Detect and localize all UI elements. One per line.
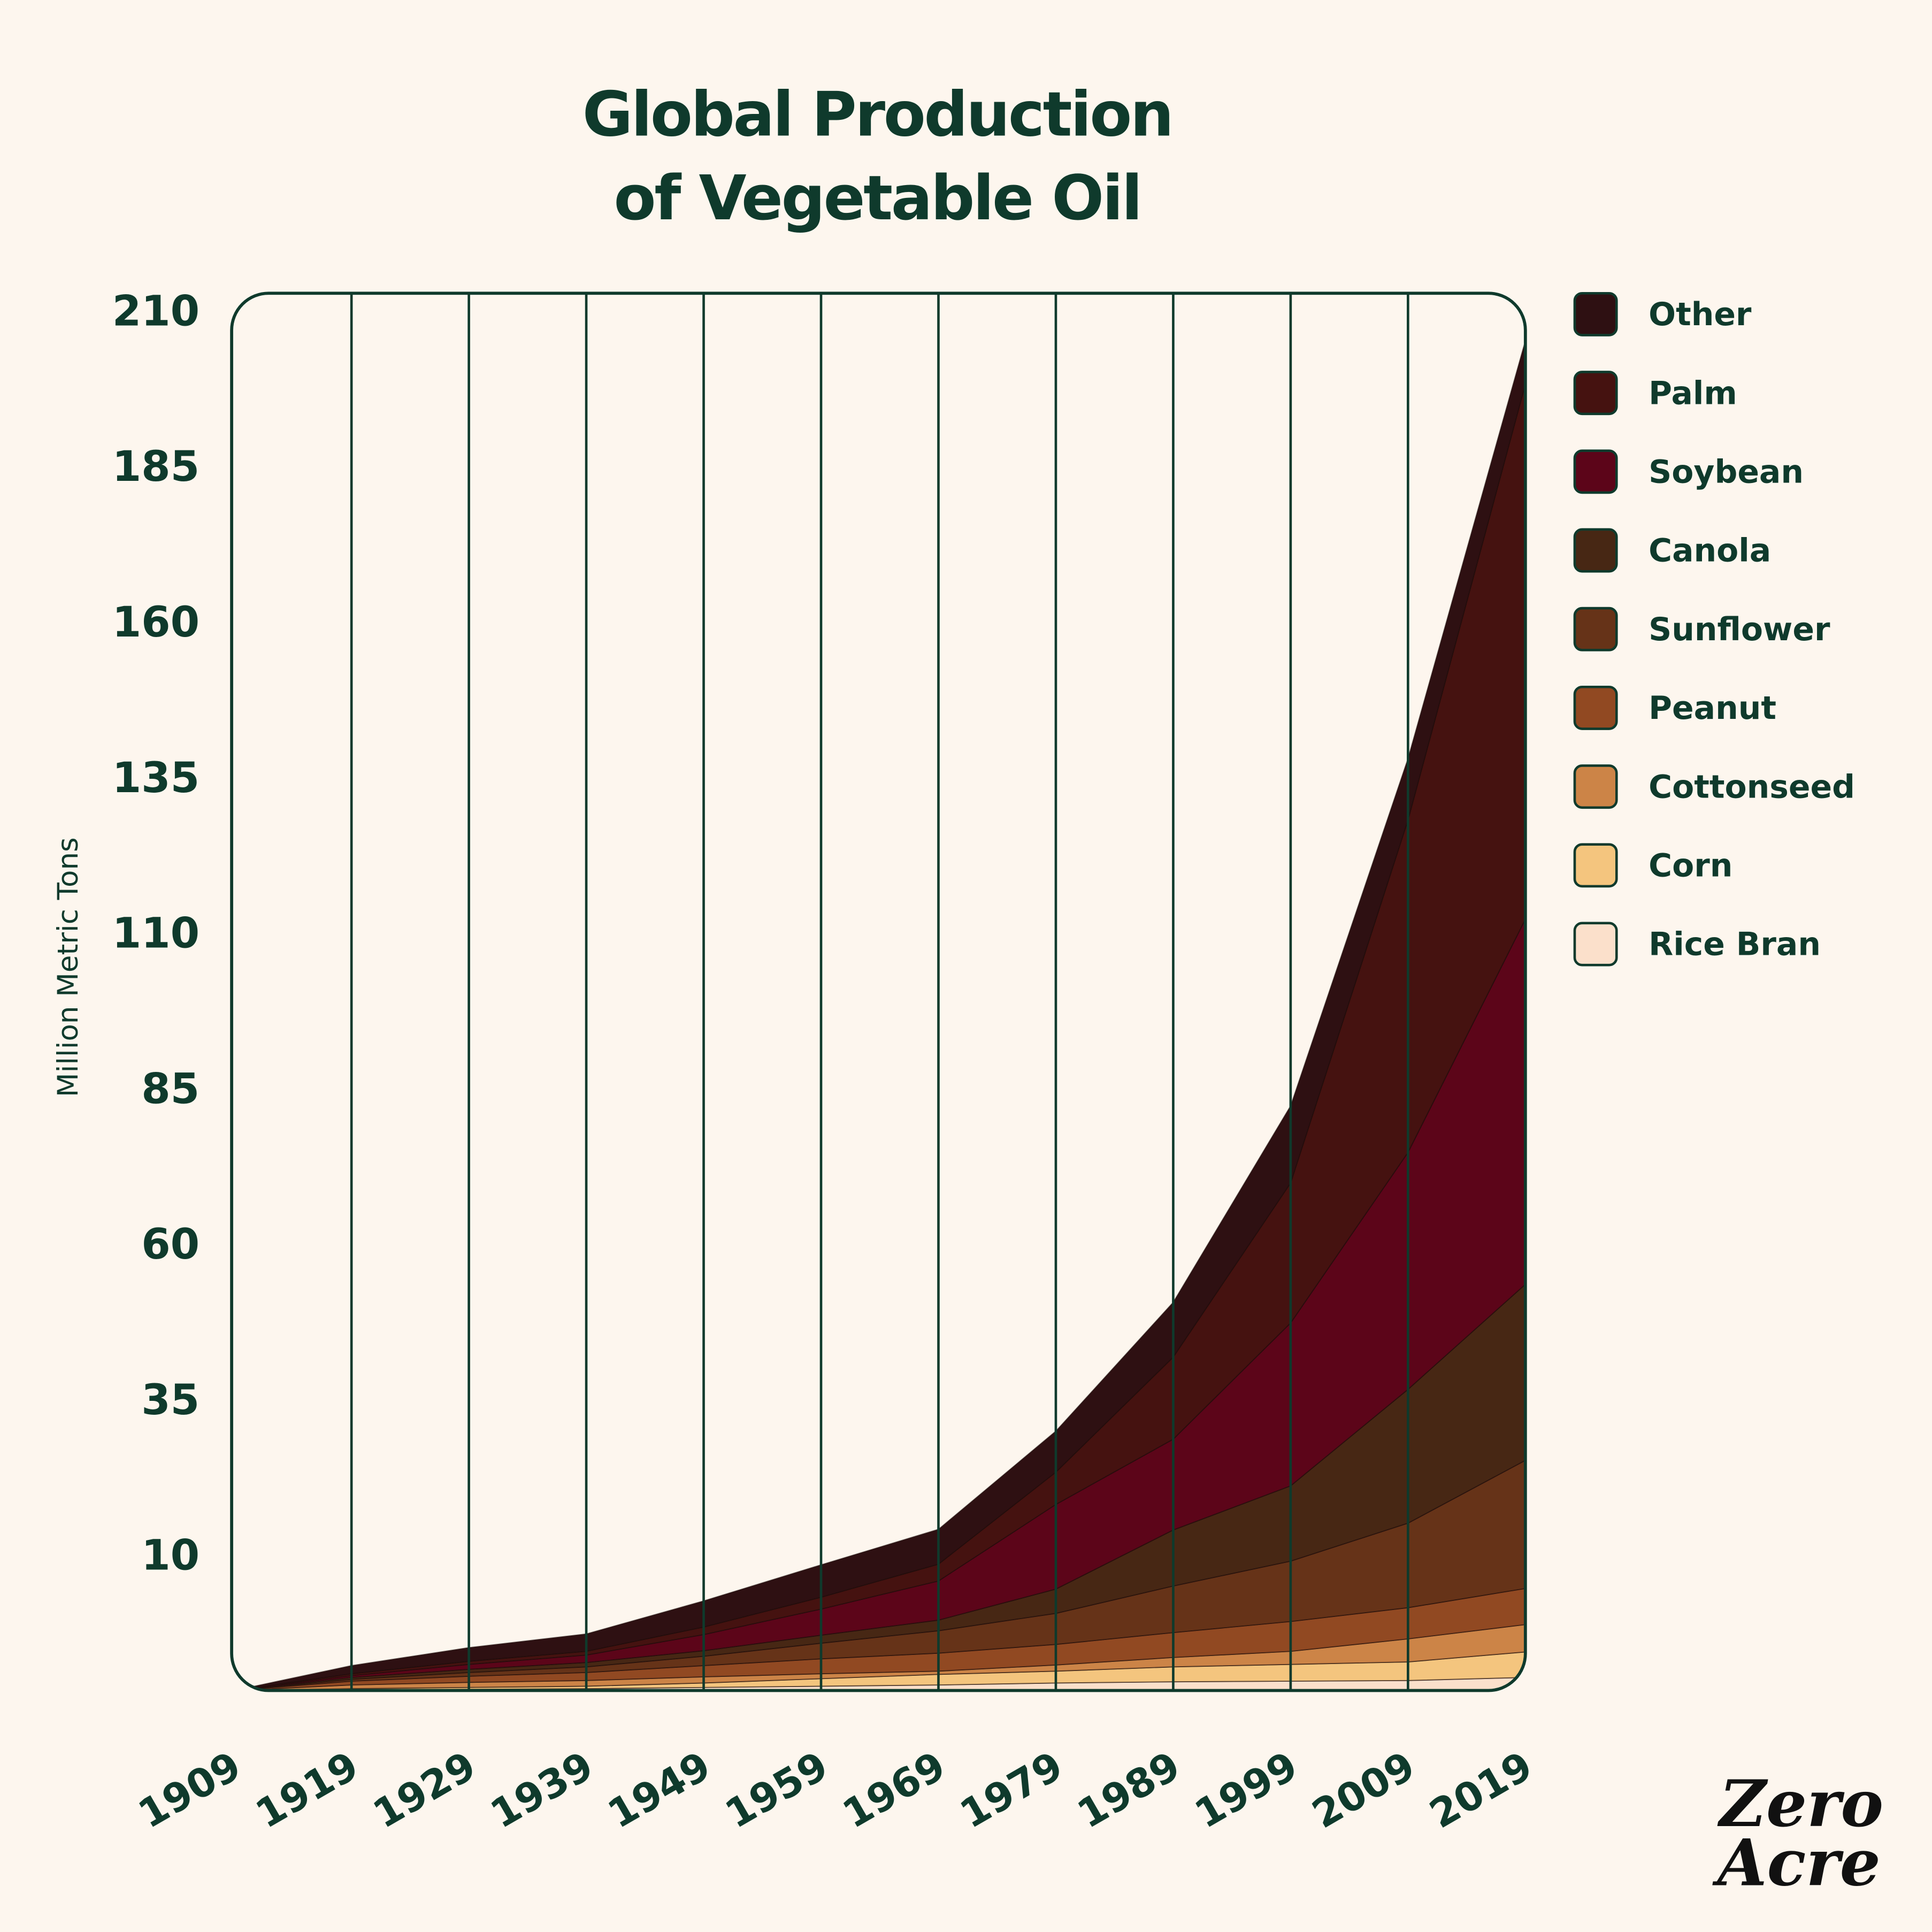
y-tick-label: 135 [112, 754, 200, 802]
logo-line-1: Zero [1718, 1767, 1884, 1842]
legend-swatch [1573, 764, 1618, 809]
legend-label: Soybean [1649, 454, 1804, 491]
legend-label: Palm [1649, 374, 1737, 412]
legend-swatch [1573, 843, 1618, 888]
legend-label: Peanut [1649, 689, 1776, 727]
legend-item-corn: Corn [1573, 843, 1732, 888]
legend-item-rice-bran: Rice Bran [1573, 922, 1821, 967]
y-tick-label: 210 [112, 287, 200, 335]
legend-item-peanut: Peanut [1573, 685, 1776, 730]
y-axis-label: Million Metric Tons [52, 837, 85, 1097]
y-tick-label: 60 [141, 1220, 200, 1269]
legend-item-sunflower: Sunflower [1573, 607, 1830, 651]
legend-item-soybean: Soybean [1573, 449, 1804, 494]
legend-swatch [1573, 685, 1618, 730]
legend-label: Sunflower [1649, 611, 1830, 648]
legend-label: Other [1649, 296, 1752, 333]
legend-item-canola: Canola [1573, 528, 1771, 573]
legend-swatch [1573, 607, 1618, 651]
legend-label: Corn [1649, 847, 1732, 885]
legend: Other Palm Soybean Canola Sunflower Peanut Cot… [1573, 292, 1855, 967]
legend-item-palm: Palm [1573, 371, 1737, 416]
legend-swatch [1573, 922, 1618, 967]
y-tick-label: 35 [141, 1376, 200, 1424]
logo-line-2: Acre [1712, 1826, 1881, 1900]
legend-item-other: Other [1573, 292, 1752, 336]
chart-title-line-2: of Vegetable Oil [614, 163, 1141, 234]
plot-frame [230, 292, 1527, 1692]
chart-title-line-1: Global Production [582, 79, 1172, 150]
zero-acre-logo: Zero Acre [1712, 1767, 1883, 1901]
y-tick-label: 185 [112, 442, 200, 491]
y-tick-label: 85 [141, 1064, 200, 1113]
legend-swatch [1573, 292, 1618, 336]
legend-label: Rice Bran [1649, 926, 1821, 963]
gridlines [350, 293, 1409, 1691]
y-axis-ticks: 210 185 160 135 110 85 60 35 10 [112, 287, 200, 1580]
legend-swatch [1573, 371, 1618, 416]
legend-label: Canola [1649, 532, 1771, 570]
area-other [234, 340, 1525, 1691]
y-tick-label: 110 [112, 909, 200, 958]
stacked-areas [234, 340, 1525, 1691]
legend-swatch [1573, 449, 1618, 494]
y-tick-label: 160 [112, 598, 200, 647]
legend-label: Cottonseed [1649, 768, 1855, 806]
legend-item-cottonseed: Cottonseed [1573, 764, 1855, 809]
legend-swatch [1573, 528, 1618, 573]
y-tick-label: 10 [141, 1531, 200, 1580]
